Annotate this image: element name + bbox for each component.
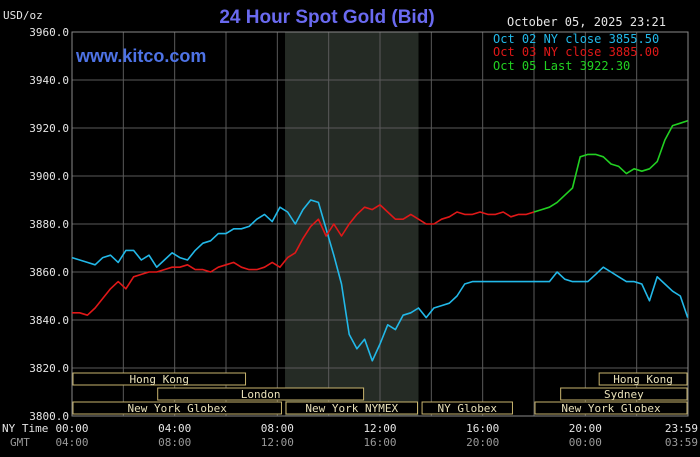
legend: Oct 02 NY close 3855.50 Oct 03 NY close … <box>493 32 659 73</box>
session-box <box>421 401 513 415</box>
y-tick-label: 3860.0 <box>29 266 69 279</box>
x-tick-label-ny: 16:00 <box>466 422 499 435</box>
session-box <box>72 372 247 386</box>
session-label: London <box>241 388 281 401</box>
session-label: NY Globex <box>437 402 497 415</box>
y-tick-label: 3820.0 <box>29 362 69 375</box>
session-box <box>598 372 688 386</box>
x-tick-label-ny: 12:00 <box>363 422 396 435</box>
chart-title: 24 Hour Spot Gold (Bid) <box>219 7 434 28</box>
plot-frame <box>71 31 689 417</box>
y-tick-label: 3940.0 <box>29 74 69 87</box>
x-gmt-label: GMT <box>10 436 30 449</box>
timestamp: October 05, 2025 23:21 <box>507 15 666 29</box>
x-tick-label-gmt: 00:00 <box>569 436 602 449</box>
session-label: Hong Kong <box>613 373 673 386</box>
x-tick-label-gmt: 04:00 <box>55 436 88 449</box>
legend-item-2: Oct 05 Last 3922.30 <box>493 59 630 73</box>
y-tick-label: 3800.0 <box>29 410 69 423</box>
x-tick-label-gmt: 12:00 <box>261 436 294 449</box>
x-ny-label: NY Time <box>2 422 48 435</box>
y-tick-label: 3960.0 <box>29 26 69 39</box>
x-tick-label-gmt: 08:00 <box>158 436 191 449</box>
y-tick-label: 3920.0 <box>29 122 69 135</box>
series-line-1 <box>72 204 535 317</box>
session-box <box>534 401 688 415</box>
x-tick-label-ny: 08:00 <box>261 422 294 435</box>
x-tick-label-ny: 20:00 <box>569 422 602 435</box>
session-box <box>560 387 688 401</box>
session-label: New York Globex <box>128 402 228 415</box>
y-axis-label: USD/oz <box>3 9 43 22</box>
session-label: Hong Kong <box>129 373 189 386</box>
legend-item-0: Oct 02 NY close 3855.50 <box>493 32 659 46</box>
y-tick-label: 3880.0 <box>29 218 69 231</box>
session-box <box>157 387 365 401</box>
watermark: www.kitco.com <box>75 46 206 66</box>
legend-item-1: Oct 03 NY close 3885.00 <box>493 45 659 59</box>
y-tick-label: 3900.0 <box>29 170 69 183</box>
x-tick-label-gmt: 03:59 <box>665 436 698 449</box>
x-tick-label-ny: 00:00 <box>55 422 88 435</box>
series-line-0 <box>71 199 689 362</box>
x-tick-label-gmt: 20:00 <box>466 436 499 449</box>
x-tick-label-ny: 23:59 <box>665 422 698 435</box>
session-label: Sydney <box>604 388 644 401</box>
series-line-2 <box>533 120 688 213</box>
session-box <box>285 401 418 415</box>
session-label: New York NYMEX <box>305 402 398 415</box>
x-tick-label-ny: 04:00 <box>158 422 191 435</box>
session-box <box>72 401 282 415</box>
x-tick-label-gmt: 16:00 <box>363 436 396 449</box>
y-tick-label: 3840.0 <box>29 314 69 327</box>
session-label: New York Globex <box>561 402 661 415</box>
